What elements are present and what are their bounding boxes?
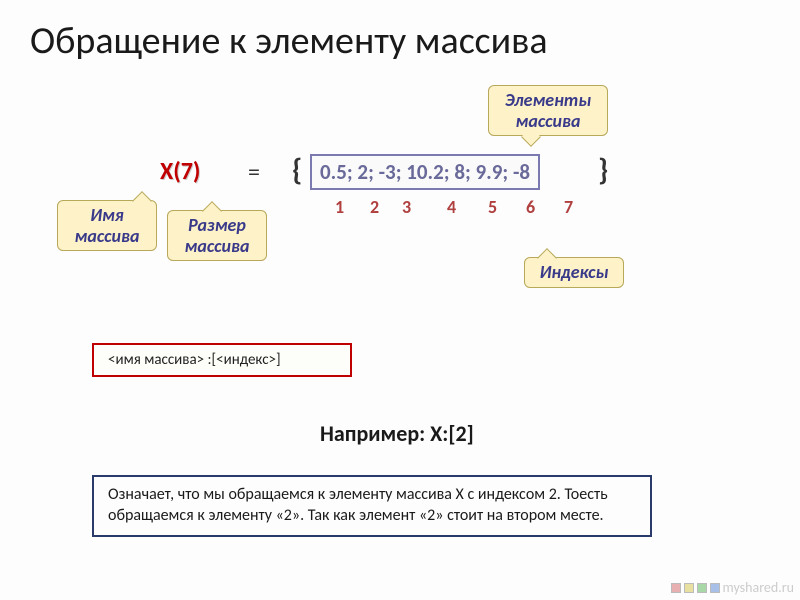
- wm-sq-yellow: [684, 583, 694, 593]
- callout-size: Размер массива: [167, 210, 267, 261]
- syntax-box: <имя массива> :[<индекс>]: [92, 343, 352, 377]
- wm-sq-red: [671, 583, 681, 593]
- page-title: Обращение к элементу массива: [30, 18, 548, 64]
- callout-name-text: Имя массива: [75, 204, 140, 247]
- callout-elements: Элементы массива: [488, 85, 608, 136]
- brace-open: {: [292, 152, 302, 189]
- wm-sq-green: [697, 583, 707, 593]
- brace-close: }: [598, 152, 608, 189]
- callout-indices: Индексы: [524, 257, 624, 288]
- index-7: 7: [554, 196, 584, 218]
- wm-sq-blue: [710, 583, 720, 593]
- index-4: 4: [426, 196, 478, 218]
- example-label: Например: X:[2]: [320, 420, 474, 447]
- index-1: 1: [318, 196, 362, 218]
- callout-elements-text: Элементы массива: [505, 89, 591, 132]
- watermark: myshared.ru: [671, 579, 794, 596]
- array-name: X(7): [160, 157, 200, 186]
- indices-row: 1234567: [318, 196, 584, 218]
- callout-size-text: Размер массива: [185, 214, 250, 257]
- watermark-text: myshared.ru: [723, 579, 794, 596]
- elements-box: 0.5; 2; -3; 10.2; 8; 9.9; -8: [310, 154, 540, 190]
- index-5: 5: [478, 196, 508, 218]
- explanation-box: Означает, что мы обращаемся к элементу м…: [92, 475, 652, 537]
- equals-sign: =: [248, 158, 260, 187]
- index-3: 3: [388, 196, 426, 218]
- index-6: 6: [508, 196, 554, 218]
- index-2: 2: [362, 196, 388, 218]
